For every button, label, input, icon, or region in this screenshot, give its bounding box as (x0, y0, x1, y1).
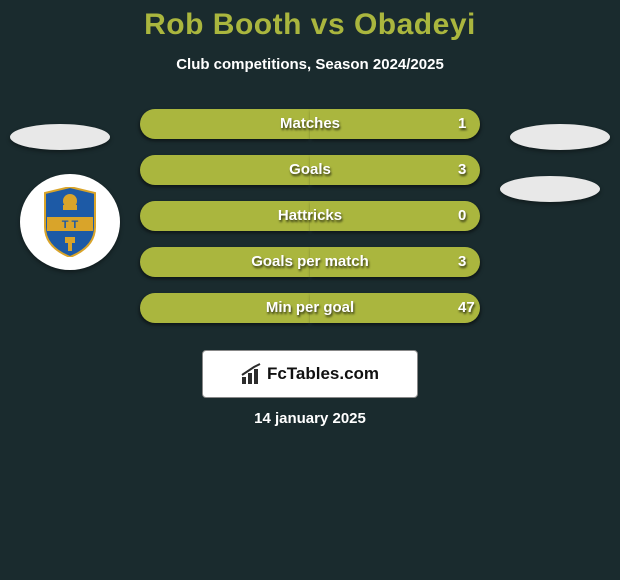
stat-value-right: 1 (458, 109, 466, 139)
player-right-club-avatar (500, 176, 600, 202)
stat-label: Hattricks (278, 201, 342, 231)
date-text: 14 january 2025 (254, 410, 366, 427)
chart-icon (241, 363, 263, 385)
comparison-card: Rob Booth vs Obadeyi Club competitions, … (0, 0, 620, 339)
stat-label: Matches (280, 109, 340, 139)
stat-value-right: 3 (458, 155, 466, 185)
club-badge-left: T T (20, 174, 120, 270)
page-title: Rob Booth vs Obadeyi (0, 8, 620, 42)
brand-badge[interactable]: FcTables.com (202, 350, 418, 398)
stat-value-right: 3 (458, 247, 466, 277)
player-left-avatar (10, 124, 110, 150)
svg-text:T T: T T (62, 219, 79, 231)
stat-row: Min per goal 47 (0, 293, 620, 339)
stat-bar-right (310, 155, 480, 185)
stat-value-right: 47 (458, 293, 475, 323)
stat-label: Goals (289, 155, 331, 185)
player-right-avatar (510, 124, 610, 150)
stat-bar-left (140, 155, 310, 185)
subtitle: Club competitions, Season 2024/2025 (0, 56, 620, 73)
stat-label: Min per goal (266, 293, 354, 323)
brand-text: FcTables.com (267, 364, 379, 384)
stat-label: Goals per match (251, 247, 369, 277)
stat-value-right: 0 (458, 201, 466, 231)
club-crest-icon: T T (41, 187, 99, 257)
